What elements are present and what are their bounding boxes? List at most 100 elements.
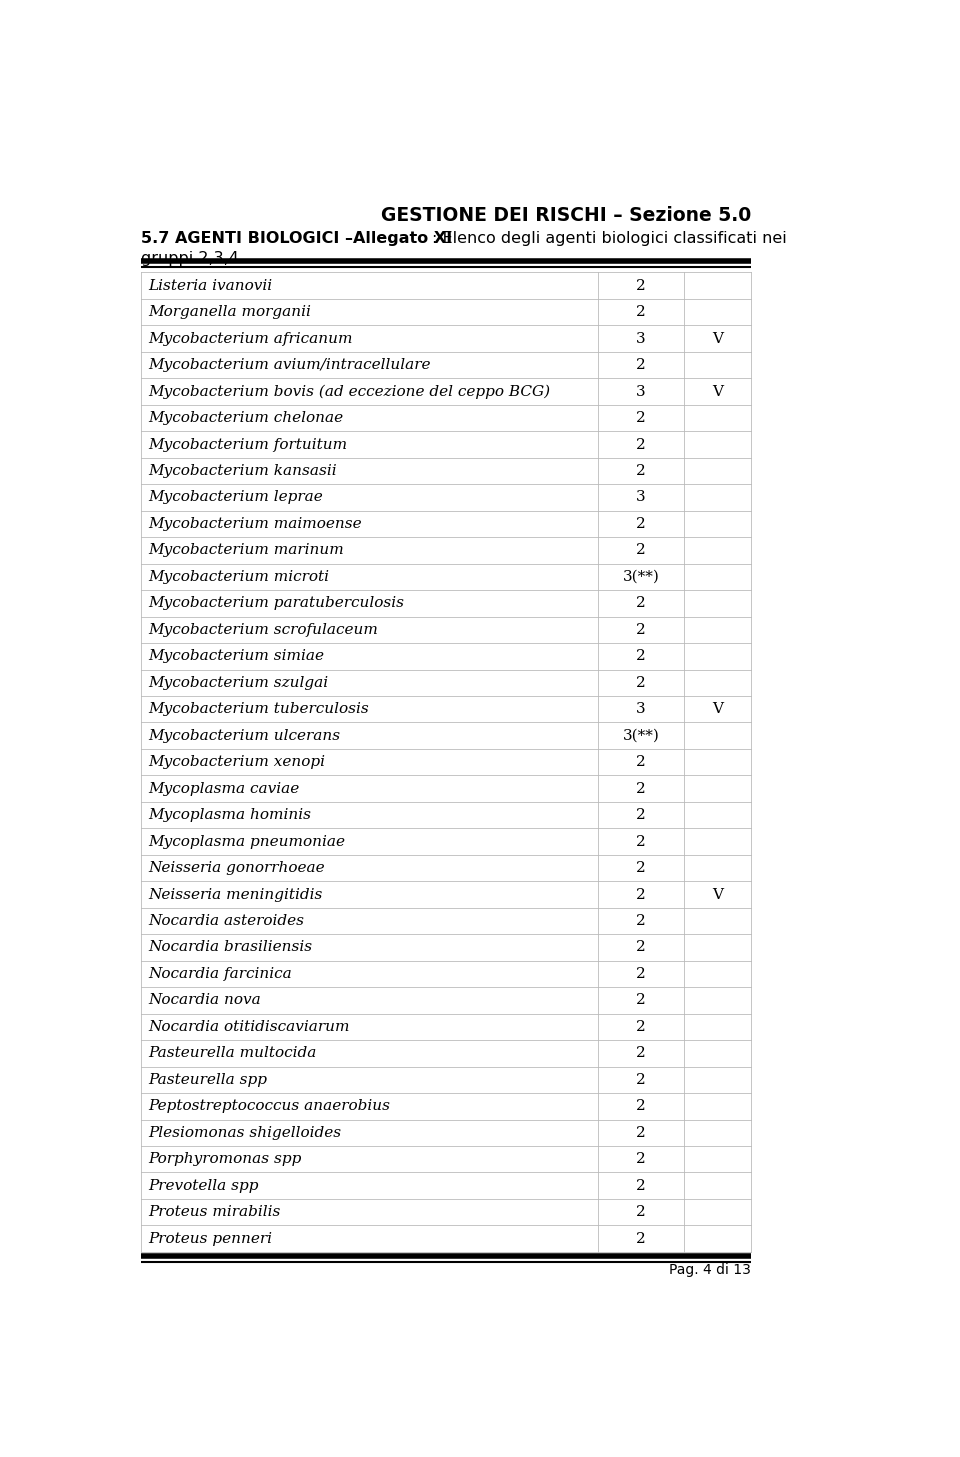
Text: 2: 2 (636, 1020, 646, 1034)
Text: Mycoplasma hominis: Mycoplasma hominis (148, 809, 311, 822)
Text: 2: 2 (636, 835, 646, 848)
Text: Mycobacterium scrofulaceum: Mycobacterium scrofulaceum (148, 622, 378, 637)
Text: 2: 2 (636, 755, 646, 769)
Text: 2: 2 (636, 596, 646, 610)
Text: 2: 2 (636, 463, 646, 478)
Bar (141, 538, 751, 564)
Bar (141, 457, 751, 484)
Text: 2: 2 (636, 1072, 646, 1087)
Text: Nocardia farcinica: Nocardia farcinica (148, 967, 292, 981)
Text: 2: 2 (636, 543, 646, 558)
Bar (141, 564, 751, 590)
Bar (141, 616, 751, 643)
Text: 3(**): 3(**) (623, 570, 660, 584)
Bar (141, 723, 751, 749)
Bar (141, 749, 751, 775)
Text: 2: 2 (636, 622, 646, 637)
Bar (141, 775, 751, 801)
Text: Nocardia brasiliensis: Nocardia brasiliensis (148, 940, 312, 954)
Bar (141, 1225, 751, 1252)
Text: Nocardia otitidiscaviarum: Nocardia otitidiscaviarum (148, 1020, 349, 1034)
Text: 2: 2 (636, 1205, 646, 1220)
Text: 2: 2 (636, 781, 646, 796)
Text: Mycobacterium africanum: Mycobacterium africanum (148, 332, 352, 345)
Text: : Elenco degli agenti biologici classificati nei: : Elenco degli agenti biologici classifi… (432, 232, 787, 246)
Bar (141, 855, 751, 881)
Text: Pasteurella multocida: Pasteurella multocida (148, 1046, 317, 1061)
Bar (141, 1199, 751, 1225)
Text: Mycobacterium kansasii: Mycobacterium kansasii (148, 463, 337, 478)
Text: 2: 2 (636, 1046, 646, 1061)
Bar (141, 299, 751, 325)
Text: Prevotella spp: Prevotella spp (148, 1179, 259, 1193)
Text: 2: 2 (636, 437, 646, 452)
Text: Neisseria gonorrhoeae: Neisseria gonorrhoeae (148, 861, 324, 876)
Bar (141, 801, 751, 829)
Bar (141, 829, 751, 855)
Text: 2: 2 (636, 1126, 646, 1139)
Text: Proteus mirabilis: Proteus mirabilis (148, 1205, 280, 1220)
Text: Mycobacterium marinum: Mycobacterium marinum (148, 543, 344, 558)
Text: Mycobacterium chelonae: Mycobacterium chelonae (148, 411, 344, 425)
Text: Mycobacterium paratuberculosis: Mycobacterium paratuberculosis (148, 596, 404, 610)
Text: 2: 2 (636, 809, 646, 822)
Text: 2: 2 (636, 887, 646, 902)
Bar (141, 1093, 751, 1119)
Bar (141, 1119, 751, 1147)
Text: 3: 3 (636, 702, 646, 717)
Text: Mycoplasma caviae: Mycoplasma caviae (148, 781, 300, 796)
Text: Mycobacterium tuberculosis: Mycobacterium tuberculosis (148, 702, 369, 717)
Bar (141, 325, 751, 351)
Text: 2: 2 (636, 1231, 646, 1246)
Text: Mycoplasma pneumoniae: Mycoplasma pneumoniae (148, 835, 346, 848)
Text: Mycobacterium microti: Mycobacterium microti (148, 570, 329, 584)
Text: 2: 2 (636, 411, 646, 425)
Text: Peptostreptococcus anaerobius: Peptostreptococcus anaerobius (148, 1099, 391, 1113)
Bar (141, 484, 751, 511)
Text: GESTIONE DEI RISCHI – Sezione 5.0: GESTIONE DEI RISCHI – Sezione 5.0 (381, 207, 751, 226)
Bar (141, 405, 751, 431)
Bar (141, 511, 751, 538)
Text: 2: 2 (636, 994, 646, 1007)
Text: Mycobacterium fortuitum: Mycobacterium fortuitum (148, 437, 348, 452)
Bar (141, 1040, 751, 1067)
Bar (141, 1014, 751, 1040)
Text: 2: 2 (636, 650, 646, 663)
Text: 2: 2 (636, 940, 646, 954)
Text: Neisseria meningitidis: Neisseria meningitidis (148, 887, 323, 902)
Bar (141, 431, 751, 457)
Text: Mycobacterium szulgai: Mycobacterium szulgai (148, 676, 328, 689)
Bar (141, 1067, 751, 1093)
Text: 2: 2 (636, 278, 646, 293)
Text: 3: 3 (636, 385, 646, 399)
Text: 2: 2 (636, 305, 646, 319)
Bar (141, 934, 751, 960)
Text: Porphyromonas spp: Porphyromonas spp (148, 1152, 301, 1166)
Text: Mycobacterium xenopi: Mycobacterium xenopi (148, 755, 325, 769)
Bar (141, 696, 751, 723)
Text: 3(**): 3(**) (623, 728, 660, 743)
Text: Listeria ivanovii: Listeria ivanovii (148, 278, 273, 293)
Bar (141, 670, 751, 696)
Text: 3: 3 (636, 491, 646, 504)
Text: 2: 2 (636, 517, 646, 530)
Text: 2: 2 (636, 914, 646, 928)
Text: Pag. 4 di 13: Pag. 4 di 13 (669, 1263, 751, 1276)
Text: Mycobacterium simiae: Mycobacterium simiae (148, 650, 324, 663)
Text: 3: 3 (636, 332, 646, 345)
Text: 2: 2 (636, 861, 646, 876)
Text: Nocardia asteroides: Nocardia asteroides (148, 914, 304, 928)
Text: V: V (712, 887, 723, 902)
Bar (141, 988, 751, 1014)
Bar (141, 643, 751, 670)
Text: 2: 2 (636, 676, 646, 689)
Text: 2: 2 (636, 967, 646, 981)
Text: gruppi 2,3,4.: gruppi 2,3,4. (141, 251, 244, 267)
Bar (141, 1147, 751, 1173)
Bar (141, 1173, 751, 1199)
Text: Mycobacterium leprae: Mycobacterium leprae (148, 491, 323, 504)
Bar (141, 379, 751, 405)
Text: Nocardia nova: Nocardia nova (148, 994, 261, 1007)
Text: 2: 2 (636, 1099, 646, 1113)
Text: Pasteurella spp: Pasteurella spp (148, 1072, 267, 1087)
